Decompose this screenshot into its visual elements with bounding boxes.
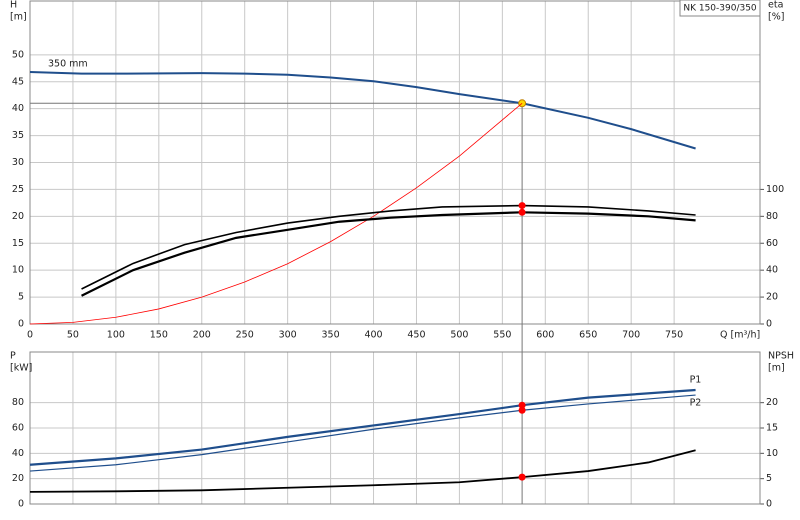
x-tick-label: 500 [450,330,468,341]
y-tick-label: 10 [12,265,24,276]
y2-tick-label: 20 [766,397,778,408]
y-tick-label: 0 [18,499,24,510]
x-tick-label: 0 [27,330,33,341]
x-axis-label: Q [m³/h] [720,330,760,341]
duty-marker [518,473,526,481]
duty-marker [518,401,526,409]
y-tick-label: 25 [12,184,24,195]
x-tick-label: 300 [279,330,297,341]
y2-tick-label: 80 [766,211,778,222]
y-tick-label: 0 [18,319,24,330]
series-line [29,388,696,466]
y-axis-label: [kW] [10,363,32,374]
y-tick-label: 60 [12,423,24,434]
title-box [679,0,761,17]
x-tick-label: 700 [622,330,640,341]
y2-tick-label: 0 [766,499,772,510]
x-tick-label: 250 [236,330,254,341]
y-tick-label: 15 [12,238,24,249]
duty-marker [518,208,526,216]
y2-tick-label: 60 [766,238,778,249]
y-tick-label: 30 [12,157,24,168]
y-tick-label: 40 [12,103,24,114]
y-axis-label: H [10,0,17,11]
y2-tick-label: 0 [766,319,772,330]
x-tick-label: 750 [665,330,683,341]
x-tick-label: 100 [107,330,125,341]
chart-title: NK 150-390/350 [683,4,757,14]
y2-tick-label: 40 [766,265,778,276]
series-label: 350 mm [48,59,88,70]
x-tick-label: 650 [579,330,597,341]
y-tick-label: 5 [18,292,24,303]
series-line [81,211,696,297]
y2-axis-label: NPSH [768,351,794,362]
y2-tick-label: 5 [766,473,772,484]
x-tick-label: 50 [67,330,79,341]
y-tick-label: 40 [12,448,24,459]
y-tick-label: 35 [12,130,24,141]
y-tick-label: 50 [12,49,24,60]
y-tick-label: 20 [12,211,24,222]
y-axis-label: P [10,351,16,362]
y2-axis-label: eta [768,0,783,11]
y-tick-label: 20 [12,473,24,484]
y2-axis-label: [%] [768,12,784,23]
y2-tick-label: 15 [766,423,778,434]
y2-tick-label: 20 [766,292,778,303]
plot-frame [29,351,761,505]
series-line [29,394,696,472]
x-tick-label: 400 [364,330,382,341]
series-line [81,204,696,290]
x-tick-label: 600 [536,330,554,341]
series-label: P1 [690,375,702,386]
y-tick-label: 80 [12,397,24,408]
y2-axis-label: [m] [768,363,785,374]
series-line [29,71,696,150]
x-tick-label: 550 [493,330,511,341]
y-axis-label: [m] [10,12,27,23]
plot-frame [29,0,761,325]
y2-tick-label: 10 [766,448,778,459]
series-line [29,449,696,493]
x-tick-label: 450 [407,330,425,341]
series-line [29,102,523,325]
duty-marker [518,202,526,210]
x-tick-label: 200 [193,330,211,341]
series-label: P2 [690,398,702,409]
x-tick-label: 150 [150,330,168,341]
duty-marker [518,406,526,414]
y-tick-label: 45 [12,76,24,87]
y2-tick-label: 100 [766,184,784,195]
x-tick-label: 350 [322,330,340,341]
